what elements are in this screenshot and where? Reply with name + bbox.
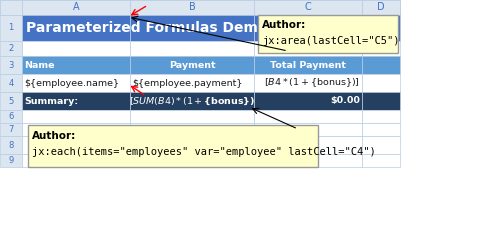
Bar bbox=[0, 15, 22, 41]
Bar bbox=[0, 0, 399, 15]
Text: C: C bbox=[304, 3, 311, 13]
Bar bbox=[253, 92, 361, 110]
Bar bbox=[130, 154, 253, 167]
Bar bbox=[361, 74, 399, 92]
Bar bbox=[130, 41, 253, 56]
Bar bbox=[361, 0, 399, 15]
Text: Parameterized Formulas Demo: Parameterized Formulas Demo bbox=[26, 21, 267, 35]
Bar bbox=[22, 92, 130, 110]
Bar bbox=[0, 136, 22, 154]
Bar bbox=[253, 0, 361, 15]
Bar bbox=[130, 110, 253, 123]
Bar bbox=[0, 56, 22, 74]
Bar bbox=[253, 56, 361, 74]
Bar bbox=[130, 0, 253, 15]
Text: 9: 9 bbox=[8, 156, 14, 165]
Bar bbox=[130, 123, 253, 136]
Text: jx:each(items="employees" var="employee" lastCell="C4"): jx:each(items="employees" var="employee"… bbox=[32, 147, 375, 157]
Text: 1: 1 bbox=[8, 24, 14, 33]
Text: 2: 2 bbox=[8, 44, 14, 53]
Text: 6: 6 bbox=[8, 112, 14, 121]
Bar bbox=[253, 110, 361, 123]
Text: Total Payment: Total Payment bbox=[269, 60, 346, 69]
Text: Author:: Author: bbox=[262, 20, 305, 30]
Bar bbox=[22, 74, 130, 92]
Bar bbox=[361, 15, 399, 41]
Text: A: A bbox=[73, 3, 79, 13]
Bar bbox=[0, 41, 22, 56]
Bar bbox=[361, 123, 399, 136]
Bar bbox=[22, 110, 130, 123]
Bar bbox=[361, 110, 399, 123]
Bar bbox=[0, 110, 22, 123]
Text: D: D bbox=[376, 3, 384, 13]
Text: Author:: Author: bbox=[32, 131, 76, 141]
Text: Payment: Payment bbox=[168, 60, 215, 69]
Bar bbox=[130, 92, 253, 110]
Text: 7: 7 bbox=[8, 125, 14, 134]
Bar bbox=[253, 41, 361, 56]
Bar bbox=[22, 136, 130, 154]
Bar bbox=[130, 15, 253, 41]
Bar bbox=[253, 123, 361, 136]
Bar bbox=[130, 56, 253, 74]
Bar bbox=[253, 136, 361, 154]
Bar bbox=[22, 154, 130, 167]
Bar bbox=[0, 92, 22, 110]
Text: 4: 4 bbox=[8, 79, 14, 88]
Bar bbox=[130, 136, 253, 154]
Bar bbox=[258, 15, 397, 53]
Bar bbox=[130, 74, 253, 92]
Bar bbox=[0, 0, 22, 15]
Bar bbox=[22, 56, 130, 74]
Text: 3: 3 bbox=[8, 60, 14, 69]
Text: 8: 8 bbox=[8, 140, 14, 149]
Bar bbox=[0, 123, 22, 136]
Text: 5: 5 bbox=[8, 96, 14, 105]
Bar bbox=[253, 15, 361, 41]
Bar bbox=[0, 154, 22, 167]
Bar bbox=[253, 154, 361, 167]
Text: jx:area(lastCell="C5"): jx:area(lastCell="C5") bbox=[262, 36, 399, 46]
Text: $[B4*(1+${bonus})]: $[B4*(1+${bonus})] bbox=[264, 77, 359, 89]
Bar bbox=[22, 15, 130, 41]
Text: Summary:: Summary: bbox=[24, 96, 78, 105]
Bar bbox=[361, 41, 399, 56]
Bar bbox=[22, 0, 130, 15]
Text: $[SUM(B4)*(1+${bonus}): $[SUM(B4)*(1+${bonus}) bbox=[128, 95, 255, 107]
Bar bbox=[22, 123, 130, 136]
Text: Name: Name bbox=[24, 60, 54, 69]
Bar bbox=[361, 154, 399, 167]
Text: ${employee.payment}: ${employee.payment} bbox=[132, 79, 242, 88]
Bar bbox=[253, 74, 361, 92]
Bar bbox=[361, 56, 399, 74]
Bar bbox=[0, 74, 22, 92]
Text: B: B bbox=[188, 3, 195, 13]
Bar bbox=[361, 136, 399, 154]
Bar bbox=[22, 41, 130, 56]
Text: $0.00: $0.00 bbox=[329, 96, 359, 105]
Text: ${employee.name}: ${employee.name} bbox=[24, 79, 119, 88]
Bar bbox=[361, 92, 399, 110]
Bar bbox=[28, 125, 317, 167]
